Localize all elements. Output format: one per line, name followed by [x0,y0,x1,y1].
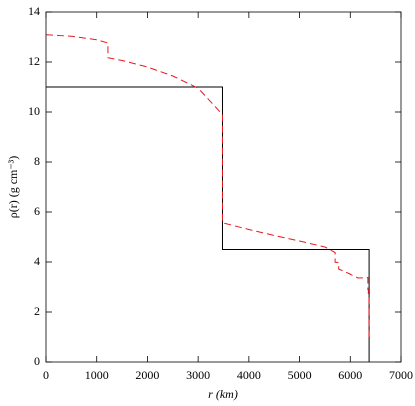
x-tick-label: 7000 [389,368,413,382]
x-tick-label: 4000 [237,368,261,382]
x-tick-label: 0 [43,368,49,382]
y-tick-label: 2 [34,304,40,318]
y-tick-label: 0 [34,354,40,368]
x-tick-label: 2000 [135,368,159,382]
y-tick-label: 10 [28,104,40,118]
y-tick-label: 4 [34,254,40,268]
y-tick-label: 12 [28,54,40,68]
y-tick-label: 8 [34,154,40,168]
series-line [45,34,370,337]
y-axis-label: ρ(r) (g cm⁻³) [6,156,20,219]
x-tick-label: 6000 [338,368,362,382]
y-tick-label: 14 [28,4,40,18]
x-tick-label: 5000 [288,368,312,382]
y-tick-label: 6 [34,204,40,218]
plot-frame [45,11,402,363]
x-axis-label: r (km) [208,387,238,401]
x-tick-label: 1000 [85,368,109,382]
x-tick-label: 3000 [186,368,210,382]
series-line [46,86,370,362]
